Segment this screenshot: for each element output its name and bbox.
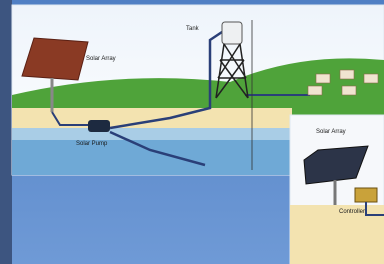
inset-panel: Solar Array Controller xyxy=(290,115,384,264)
deep-water xyxy=(12,140,292,175)
tank xyxy=(222,22,242,44)
label: Solar Array xyxy=(316,129,346,135)
solar-panel xyxy=(22,38,88,80)
controller xyxy=(355,188,377,202)
sand xyxy=(12,108,292,130)
inset-ground xyxy=(290,205,384,264)
label: Solar Pump xyxy=(76,141,108,147)
left-strip xyxy=(0,0,12,264)
label: Tank xyxy=(186,26,200,32)
diagram: Solar Array Tank Solar Pump Solar Array … xyxy=(0,0,384,264)
solar-pump xyxy=(88,120,110,132)
label: Controller xyxy=(339,209,365,215)
label: Solar Array xyxy=(86,56,116,62)
